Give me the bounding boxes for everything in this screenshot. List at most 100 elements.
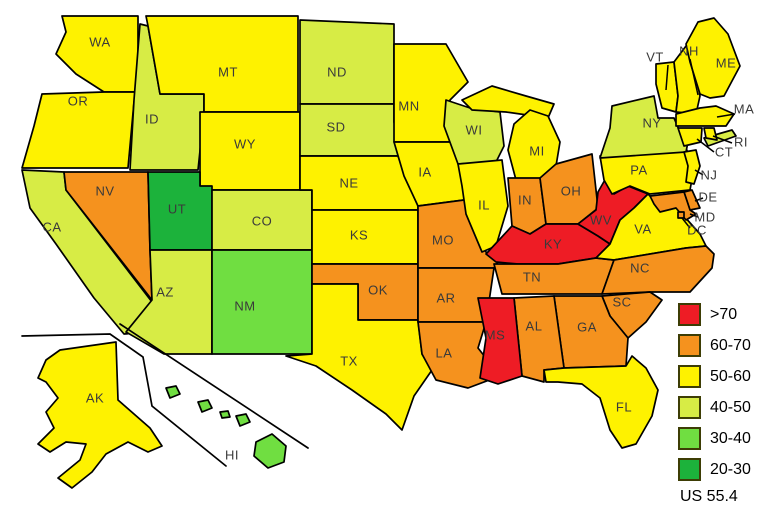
state-label-ia: IA: [418, 164, 431, 179]
state-label-il: IL: [478, 197, 490, 212]
inset-separator-1: [21, 333, 227, 467]
state-label-wa: WA: [89, 34, 110, 49]
state-label-nh: NH: [679, 43, 699, 58]
state-hi[interactable]: [165, 385, 181, 399]
state-label-ky: KY: [544, 236, 562, 251]
leader-line-ct: [696, 138, 715, 153]
state-label-fl: FL: [616, 399, 632, 414]
state-label-md: MD: [694, 209, 715, 224]
states-layer: [21, 15, 741, 489]
state-label-ma: MA: [734, 101, 755, 116]
state-label-ne: NE: [339, 175, 358, 190]
leader-line-vt: [665, 64, 669, 91]
state-label-or: OR: [68, 93, 89, 108]
legend-label-3: 50-60: [710, 367, 751, 385]
state-mi[interactable]: [507, 109, 561, 181]
state-label-oh: OH: [561, 183, 582, 198]
state-label-ar: AR: [436, 290, 455, 305]
state-ri[interactable]: [703, 127, 718, 141]
state-label-wv: WV: [590, 212, 612, 227]
legend-item: 40-50: [678, 395, 766, 420]
state-tx[interactable]: [285, 283, 433, 431]
state-ak[interactable]: [37, 341, 163, 489]
state-wa[interactable]: [55, 15, 139, 93]
legend-label-5: 30-40: [710, 429, 751, 447]
legend-label-2: 60-70: [710, 336, 751, 354]
state-label-pa: PA: [630, 162, 647, 177]
state-label-wi: WI: [466, 122, 483, 137]
state-hi[interactable]: [219, 410, 231, 419]
state-mt[interactable]: [145, 15, 299, 113]
inset-separator-lines: [21, 323, 309, 467]
state-nd[interactable]: [299, 19, 395, 105]
state-hi[interactable]: [197, 399, 213, 413]
state-ms[interactable]: [477, 297, 523, 385]
state-nm[interactable]: [211, 249, 313, 355]
state-label-in: IN: [518, 192, 532, 207]
state-label-me: ME: [716, 55, 737, 70]
legend: >70 60-70 50-60 40-50 30-40 20-30 US 55.4: [678, 302, 766, 506]
state-label-la: LA: [436, 345, 453, 360]
state-ma[interactable]: [675, 105, 735, 127]
legend-swatch-2: [678, 334, 701, 357]
state-label-ut: UT: [168, 201, 186, 216]
state-label-tn: TN: [523, 269, 541, 284]
state-label-ri: RI: [734, 134, 748, 149]
state-label-dc: DC: [687, 222, 707, 237]
leader-line-nj: [694, 169, 704, 176]
state-labels-layer: WA OR CA ID MT WY NV UT CO AZ NM ND SD NE KS OK TX MN IA MO…: [42, 34, 755, 462]
state-label-sd: SD: [326, 119, 345, 134]
state-sd[interactable]: [299, 103, 401, 157]
inset-separator-2: [119, 323, 309, 449]
state-label-ct: CT: [715, 144, 733, 159]
state-label-co: CO: [252, 213, 273, 228]
state-nj[interactable]: [683, 149, 701, 185]
state-nc[interactable]: [601, 245, 715, 295]
leader-line-de: [694, 197, 704, 202]
legend-swatch-3: [678, 365, 701, 388]
state-dc[interactable]: [677, 211, 685, 219]
legend-item: 50-60: [678, 364, 766, 389]
state-or[interactable]: [21, 91, 139, 169]
label-leader-lines: [665, 58, 736, 229]
state-label-wy: WY: [234, 136, 256, 151]
legend-label-6: 20-30: [710, 460, 751, 478]
state-label-ak: AK: [86, 390, 104, 405]
state-label-mo: MO: [432, 232, 454, 247]
state-label-nc: NC: [630, 260, 650, 275]
state-hi[interactable]: [235, 413, 251, 427]
state-label-ca: CA: [42, 219, 61, 234]
state-label-ny: NY: [642, 115, 661, 130]
us-average-note: US 55.4: [680, 488, 738, 505]
state-label-al: AL: [526, 318, 543, 333]
state-label-nm: NM: [234, 298, 255, 313]
state-label-mn: MN: [398, 98, 419, 113]
legend-item: 30-40: [678, 426, 766, 451]
legend-item: 60-70: [678, 333, 766, 358]
state-label-va: VA: [634, 221, 651, 236]
legend-rows: >70 60-70 50-60 40-50 30-40 20-30: [678, 302, 766, 482]
state-me[interactable]: [685, 17, 741, 99]
state-label-ok: OK: [368, 282, 388, 297]
state-label-az: AZ: [156, 284, 174, 299]
state-label-hi: HI: [225, 447, 239, 462]
state-tn[interactable]: [493, 257, 615, 295]
legend-item: >70: [678, 302, 766, 327]
state-label-nj: NJ: [701, 167, 718, 182]
state-label-mt: MT: [218, 64, 238, 79]
legend-swatch-6: [678, 458, 701, 481]
state-fl[interactable]: [543, 355, 659, 449]
leader-line-nh: [689, 58, 699, 96]
legend-swatch-4: [678, 396, 701, 419]
state-label-id: ID: [145, 111, 159, 126]
state-label-tx: TX: [340, 353, 358, 368]
legend-swatch-5: [678, 427, 701, 450]
state-il[interactable]: [457, 159, 509, 253]
legend-label-4: 40-50: [710, 398, 751, 416]
state-label-de: DE: [698, 189, 717, 204]
state-hi[interactable]: [253, 433, 287, 469]
state-label-nd: ND: [327, 64, 347, 79]
leader-line-ma: [716, 113, 736, 118]
